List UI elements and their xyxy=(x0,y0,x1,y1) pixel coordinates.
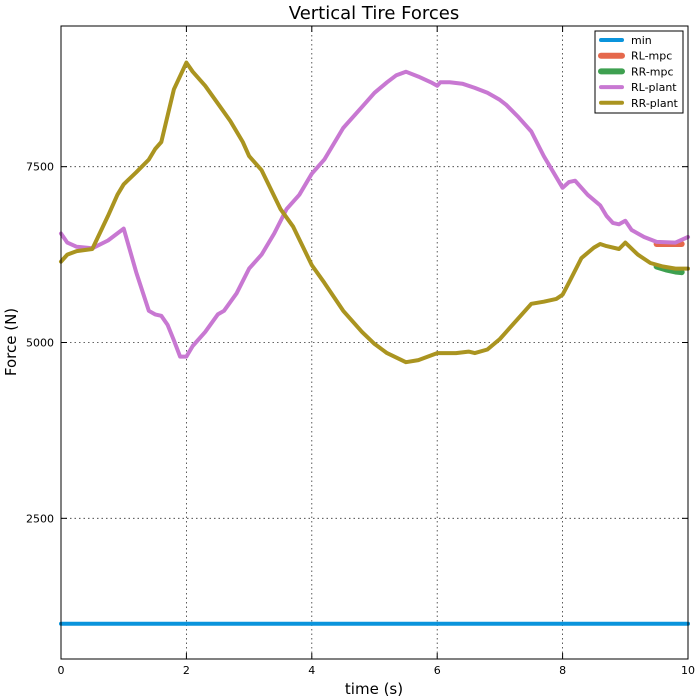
series-line-rr-plant xyxy=(59,60,690,365)
legend-label-rr-plant: RR-plant xyxy=(631,97,679,110)
x-tick-label: 0 xyxy=(58,664,65,677)
plot-area xyxy=(59,60,690,626)
chart-title: Vertical Tire Forces xyxy=(289,3,459,24)
series-line-rl-plant xyxy=(59,69,690,359)
y-axis-label: Force (N) xyxy=(2,308,20,376)
x-tick-label: 6 xyxy=(434,664,441,677)
x-axis-label: time (s) xyxy=(345,680,403,698)
x-tick-label: 2 xyxy=(183,664,190,677)
x-tick-label: 10 xyxy=(681,664,695,677)
legend-label-rl-plant: RL-plant xyxy=(631,81,677,94)
y-tick-label: 7500 xyxy=(26,161,54,174)
x-tick-label: 8 xyxy=(559,664,566,677)
legend-label-rr-mpc: RR-mpc xyxy=(631,65,674,78)
legend: min RL-mpc RR-mpc RL-plant RR-plant xyxy=(594,30,684,114)
x-tick-label: 4 xyxy=(308,664,315,677)
axis-ticks: 0 2 4 6 8 10 2500 5000 7500 xyxy=(26,26,695,677)
legend-label-min: min xyxy=(631,34,652,47)
legend-label-rl-mpc: RL-mpc xyxy=(631,50,672,63)
y-tick-label: 2500 xyxy=(26,512,54,525)
grid xyxy=(61,26,688,659)
y-tick-label: 5000 xyxy=(26,337,54,350)
